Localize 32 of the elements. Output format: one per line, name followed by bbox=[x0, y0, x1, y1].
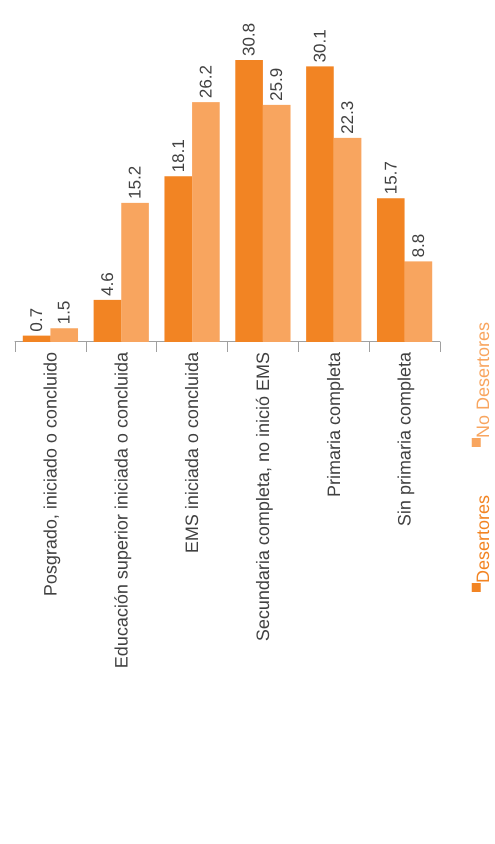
data-label: 30.1 bbox=[310, 29, 330, 62]
data-label: 22.3 bbox=[338, 100, 358, 134]
x-tick-label: Posgrado, iniciado o concluido bbox=[40, 352, 60, 596]
data-label: 15.2 bbox=[126, 166, 145, 199]
bar bbox=[306, 66, 334, 342]
bar bbox=[94, 300, 122, 342]
x-tick-label: Educación superior iniciada o concluida bbox=[111, 351, 132, 668]
data-label: 4.6 bbox=[98, 272, 117, 296]
bar bbox=[404, 261, 432, 342]
x-tick-label: Sin primaria completa bbox=[394, 351, 415, 526]
bar bbox=[164, 176, 192, 342]
bar bbox=[235, 60, 263, 342]
data-label: 26.2 bbox=[196, 65, 216, 98]
x-tick-label: Secundaria completa, no inició EMS bbox=[252, 352, 273, 642]
bar bbox=[192, 102, 220, 342]
data-label: 15.7 bbox=[381, 161, 400, 194]
bar bbox=[376, 198, 405, 342]
data-label: 0.7 bbox=[27, 308, 46, 332]
text: No Desertores bbox=[472, 322, 493, 438]
bar bbox=[334, 138, 362, 342]
bar bbox=[50, 328, 78, 342]
bar bbox=[22, 336, 50, 342]
x-tick-label: Primaria completa bbox=[324, 351, 344, 498]
text: Desertores bbox=[472, 494, 493, 583]
bar bbox=[262, 104, 291, 342]
data-label: 18.1 bbox=[168, 139, 188, 172]
x-tick-label: EMS iniciada o concluida bbox=[182, 351, 202, 554]
data-label: 30.8 bbox=[240, 22, 259, 56]
data-label: 8.8 bbox=[408, 234, 428, 258]
data-label: 1.5 bbox=[54, 300, 74, 324]
bar bbox=[121, 202, 149, 342]
data-label: 25.9 bbox=[267, 68, 286, 101]
